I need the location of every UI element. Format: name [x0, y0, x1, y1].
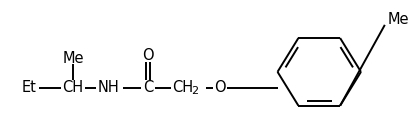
Text: 2: 2 — [191, 86, 198, 96]
Text: Me: Me — [388, 12, 409, 26]
Text: NH: NH — [98, 80, 120, 95]
Text: O: O — [143, 48, 154, 63]
Text: Et: Et — [22, 80, 37, 95]
Text: CH: CH — [173, 80, 194, 95]
Text: CH: CH — [63, 80, 83, 95]
Text: Me: Me — [62, 51, 84, 66]
Text: C: C — [143, 80, 153, 95]
Text: O: O — [214, 80, 226, 95]
